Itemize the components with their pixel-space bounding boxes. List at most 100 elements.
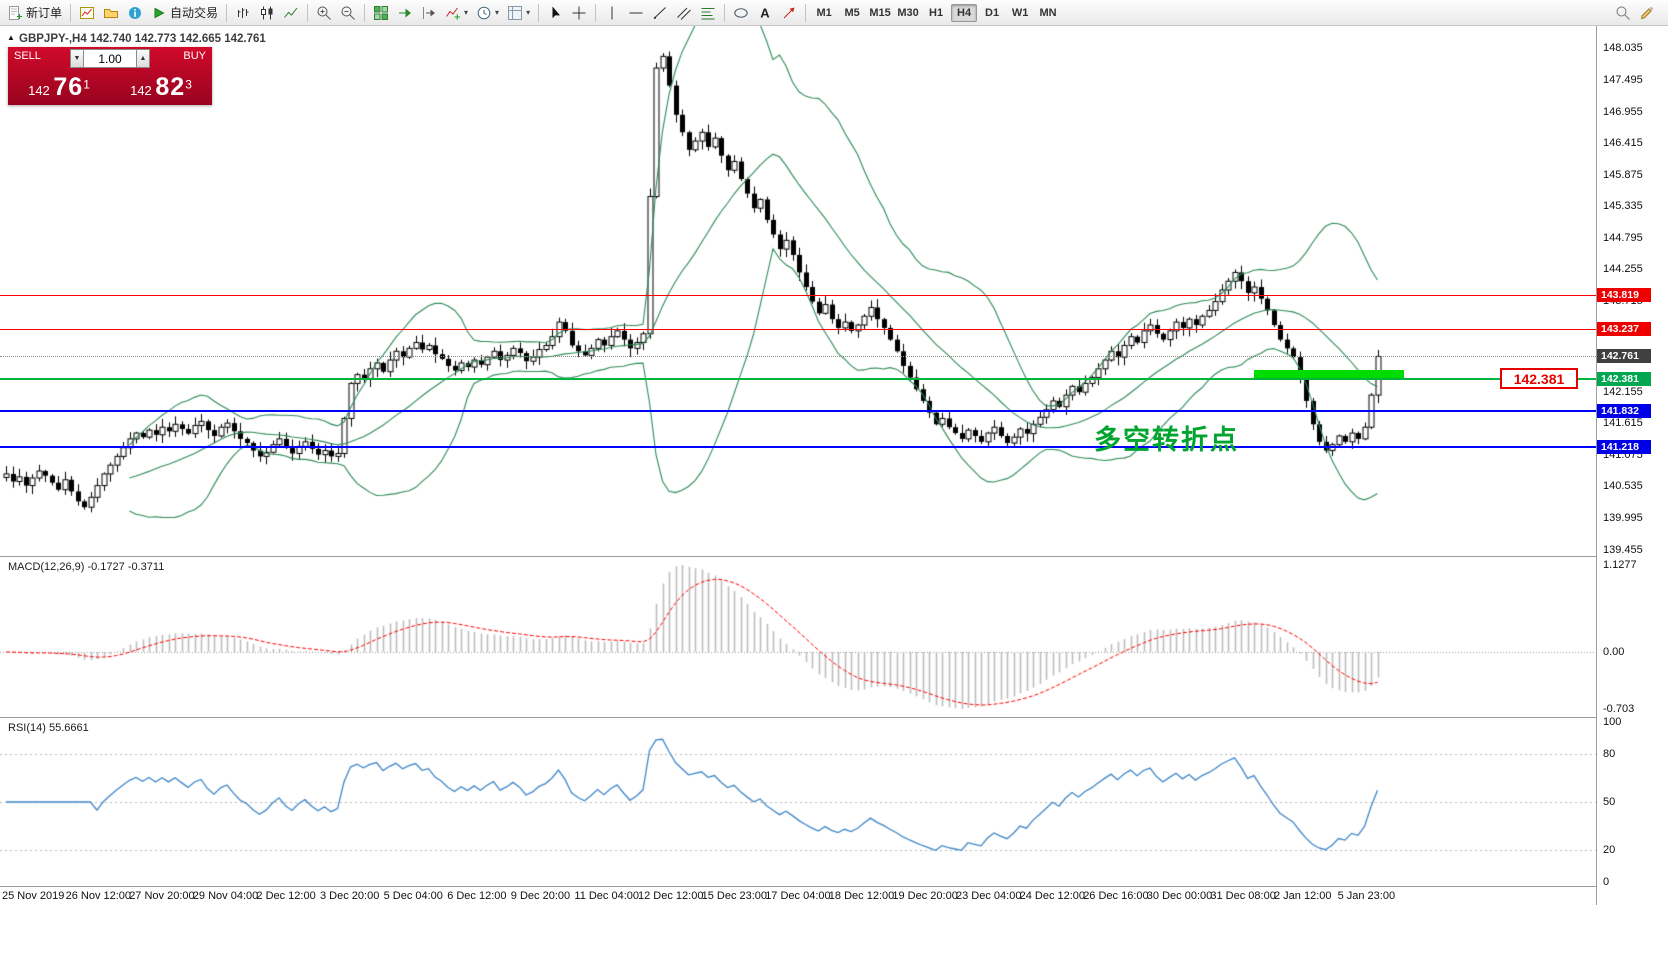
panel-splitter[interactable] — [0, 717, 1668, 718]
shapes-button[interactable] — [729, 2, 753, 24]
data-window-button[interactable] — [123, 2, 147, 24]
tile-windows-icon — [373, 5, 389, 21]
timeframe-m30-button[interactable]: M30 — [897, 6, 919, 19]
arrows-button[interactable] — [777, 2, 801, 24]
toolbar-separator — [538, 3, 540, 22]
timeframe-d1-button[interactable]: D1 — [985, 6, 1000, 19]
fibonacci-button[interactable] — [696, 2, 720, 24]
text-button[interactable]: A — [753, 2, 777, 24]
price-tick: 144.795 — [1603, 231, 1643, 244]
timeframe-m5-button[interactable]: M5 — [844, 6, 860, 19]
price-badge: 143.237 — [1597, 321, 1651, 336]
autotrading-button[interactable]: 自动交易 — [147, 2, 222, 24]
price-badge: 141.832 — [1597, 403, 1651, 418]
horizontal-line-button[interactable] — [624, 2, 648, 24]
price-chart-canvas[interactable] — [0, 26, 1596, 556]
auto-scroll-button[interactable] — [393, 2, 417, 24]
timeframe-h4-button[interactable]: H4 — [951, 3, 978, 22]
price-tick: 146.955 — [1603, 105, 1643, 118]
time-tick-label: 27 Nov 20:00 — [129, 890, 195, 902]
search-icon — [1615, 5, 1631, 21]
zoom-in-button[interactable] — [312, 2, 336, 24]
buy-label: BUY — [183, 50, 206, 62]
price-badge: 143.819 — [1597, 287, 1651, 302]
arrows-icon — [781, 5, 797, 21]
macd-axis-tick: -0.703 — [1603, 703, 1635, 715]
data-window-icon — [127, 5, 143, 21]
candlestick-chart-button[interactable] — [255, 2, 279, 24]
price-tick: 147.495 — [1603, 74, 1643, 87]
volume-increase-button[interactable]: ▲ — [136, 49, 150, 68]
edit-button[interactable] — [1635, 2, 1659, 24]
price-tick: 146.415 — [1603, 137, 1643, 150]
horizontal-level-line-141.218[interactable] — [0, 446, 1596, 448]
turning-point-annotation[interactable]: 多空转折点 — [1094, 425, 1239, 455]
new-order-icon — [7, 5, 23, 21]
horizontal-level-line-143.237[interactable] — [0, 329, 1596, 330]
toolbar-separator — [307, 3, 309, 22]
time-tick-label: 5 Dec 04:00 — [383, 890, 443, 902]
timeframe-mn-button[interactable]: MN — [1039, 6, 1057, 19]
vertical-line-icon — [604, 5, 620, 21]
price-tick: 141.615 — [1603, 417, 1643, 430]
volume-input[interactable]: 1.00 — [84, 49, 136, 68]
templates-button[interactable]: ▾ — [503, 2, 534, 24]
profiles-button[interactable] — [99, 2, 123, 24]
time-axis[interactable]: 25 Nov 2019 26 Nov 12:00 27 Nov 20:00 29 No… — [0, 887, 1596, 905]
shapes-icon — [733, 5, 749, 21]
rsi-axis-tick: 100 — [1603, 716, 1622, 728]
time-tick-label: 6 Dec 12:00 — [447, 890, 507, 902]
macd-canvas[interactable] — [0, 557, 1596, 717]
horizontal-level-line-143.819[interactable] — [0, 295, 1596, 296]
dropdown-caret-icon: ▾ — [464, 8, 469, 17]
time-tick-label: 31 Dec 08:00 — [1210, 890, 1276, 902]
chart-shift-icon — [421, 5, 437, 21]
timeframe-m1-button[interactable]: M1 — [816, 6, 832, 19]
vertical-line-button[interactable] — [600, 2, 624, 24]
price-tick: 145.875 — [1603, 168, 1643, 181]
price-badge: 142.761 — [1597, 349, 1651, 364]
horizontal-level-line-142.381[interactable] — [0, 378, 1596, 380]
price-axis[interactable]: 148.035 147.495 146.955 146.415 145.875 145.3… — [1596, 26, 1668, 905]
timeframe-m15-button[interactable]: M15 — [869, 6, 891, 19]
zoom-out-button[interactable] — [336, 2, 360, 24]
crosshair-button[interactable] — [567, 2, 591, 24]
price-tick: 142.155 — [1603, 385, 1643, 398]
volume-decrease-button[interactable]: ▼ — [70, 49, 84, 68]
periods-button[interactable]: ▾ — [472, 2, 503, 24]
time-tick-label: 9 Dec 20:00 — [510, 890, 571, 902]
time-tick-label: 25 Nov 2019 — [2, 890, 65, 902]
time-tick-label: 15 Dec 23:00 — [701, 890, 768, 902]
search-button[interactable] — [1611, 2, 1635, 24]
indicators-button[interactable]: ▾ — [441, 2, 472, 24]
price-tick: 148.035 — [1603, 42, 1643, 55]
panel-splitter[interactable] — [0, 556, 1668, 557]
time-tick-label: 26 Dec 16:00 — [1083, 890, 1149, 902]
new-chart-icon — [79, 5, 95, 21]
one-click-toggle-icon[interactable]: ▲ — [7, 33, 15, 42]
time-tick-label: 26 Nov 12:00 — [65, 890, 132, 902]
line-chart-button[interactable] — [279, 2, 303, 24]
highlight-thick-line[interactable] — [1254, 370, 1404, 378]
rsi-label: RSI(14) 55.6661 — [8, 722, 89, 734]
time-tick-label: 18 Dec 12:00 — [828, 890, 895, 902]
rsi-canvas[interactable] — [0, 718, 1596, 886]
equidistant-channel-button[interactable] — [672, 2, 696, 24]
horizontal-level-line-141.832[interactable] — [0, 410, 1596, 412]
price-tick: 145.335 — [1603, 200, 1643, 213]
timeframe-w1-button[interactable]: W1 — [1011, 6, 1029, 19]
new-order-button[interactable]: 新订单 — [3, 2, 66, 24]
rsi-panel: RSI(14) 55.6661 — [0, 718, 1596, 886]
cursor-button[interactable] — [543, 2, 567, 24]
rsi-axis-tick: 20 — [1603, 844, 1616, 856]
line-chart-icon — [283, 5, 299, 21]
new-chart-button[interactable] — [75, 2, 99, 24]
chart-shift-button[interactable] — [417, 2, 441, 24]
tile-windows-button[interactable] — [369, 2, 393, 24]
timeframe-h1-button[interactable]: H1 — [929, 6, 944, 19]
current-price-line — [0, 356, 1596, 357]
candlesticks-icon — [259, 5, 275, 21]
price-level-tag[interactable]: 142.381 — [1500, 368, 1578, 389]
bar-chart-button[interactable] — [231, 2, 255, 24]
trendline-button[interactable] — [648, 2, 672, 24]
